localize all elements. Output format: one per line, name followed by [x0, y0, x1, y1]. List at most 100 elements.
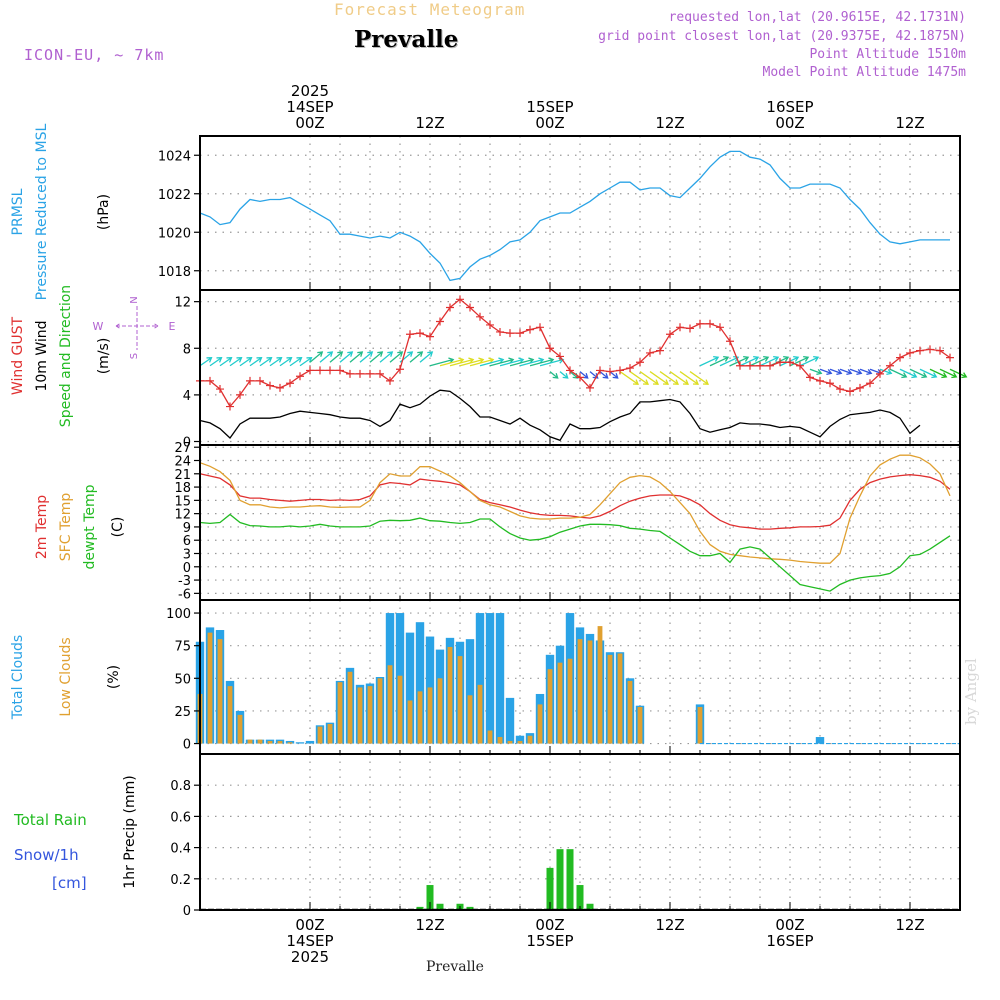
wind-arrow-head: [773, 356, 780, 362]
wind-arrow-head: [367, 351, 374, 357]
wind-arrow-head: [417, 351, 424, 357]
gust-point: [906, 348, 914, 357]
y-tick-label: 27: [174, 441, 191, 456]
wind-arrow-head: [246, 357, 253, 363]
grid-point-coords: grid point closest lon,lat (20.9375E, 42…: [598, 29, 966, 44]
wind-arrow: [889, 368, 907, 378]
precip-bar: [466, 906, 474, 910]
wind-arrow: [199, 357, 212, 367]
gust-point: [806, 373, 814, 382]
wind-arrow: [289, 357, 302, 367]
precip-bar: [556, 849, 564, 910]
y-tick-label: 0: [183, 436, 191, 451]
wind-arrow-head: [226, 357, 233, 363]
wind-arrow-head: [723, 356, 730, 362]
y-tick-label: 0: [183, 561, 191, 576]
cloud-bar-low: [317, 726, 323, 744]
cloud-bar-low: [237, 714, 243, 744]
wind-arrow: [679, 371, 699, 385]
wind-arrow-head: [612, 373, 619, 379]
gust-point: [626, 364, 634, 373]
y-tick-label: 1022: [158, 188, 191, 203]
wind-direction-arrows: [199, 351, 968, 385]
wind-arrow-head: [317, 351, 324, 357]
temp-sfc-line: [199, 454, 951, 564]
wind-arrow: [869, 368, 882, 374]
y-tick-label: -6: [178, 587, 191, 602]
wind-arrow-head: [632, 379, 640, 385]
wind-arrow: [549, 371, 559, 379]
model-altitude: Model Point Altitude 1475m: [762, 65, 967, 80]
axis-label: PRMSL: [10, 188, 26, 235]
cloud-bar-total: [415, 622, 425, 744]
axis-label: 10m Wind: [34, 320, 50, 391]
axis-label: Low Clouds: [58, 637, 74, 716]
precip-bar: [416, 906, 424, 910]
cloud-bar-low: [267, 740, 273, 744]
precip-bar: [586, 903, 594, 910]
wind-arrow: [359, 351, 373, 363]
cloud-bar-low: [217, 639, 223, 744]
pressure-axis-labels: PRMSL Pressure Reduced to MSL (hPa): [10, 123, 112, 300]
cloud-bar-low: [577, 639, 583, 744]
point-altitude: Point Altitude 1510m: [809, 47, 966, 62]
cloud-bar-low: [697, 707, 703, 744]
wind-arrow-head: [518, 357, 525, 364]
time-label: 00Z: [295, 114, 324, 132]
cloud-bar-low: [247, 739, 253, 744]
gust-point: [496, 327, 504, 336]
wind-y-ticks: 0 4 8 12: [174, 296, 200, 451]
gust-point: [776, 358, 784, 367]
time-label: 15SEP: [526, 98, 573, 116]
precip-legend-item: Snow/1h: [14, 846, 79, 864]
wind-arrow: [619, 371, 639, 385]
time-label: 12Z: [655, 916, 684, 934]
wind-arrow-head: [826, 368, 833, 376]
wind-arrow: [789, 356, 809, 367]
cloud-bar-low: [497, 737, 503, 744]
gust-point: [676, 323, 684, 332]
gust-point: [336, 366, 344, 375]
wind-arrow: [449, 358, 474, 367]
cloud-bar-low: [597, 626, 603, 744]
y-tick-label: 75: [174, 640, 191, 655]
gust-point: [556, 352, 564, 361]
y-tick-label: 3: [183, 548, 191, 563]
y-tick-label: 0.4: [170, 842, 191, 857]
wind-arrow-head: [397, 351, 404, 357]
axis-label: dewpt Temp: [82, 484, 98, 569]
wind-arrow: [469, 358, 494, 367]
wind-arrow-head: [498, 357, 505, 364]
time-label: 15SEP: [526, 932, 573, 950]
wind-arrow: [859, 368, 872, 374]
wind-arrow: [949, 368, 967, 378]
gust-point: [566, 366, 574, 375]
gust-point: [206, 376, 214, 385]
wind-arrow-head: [931, 372, 938, 379]
axis-label: (%): [106, 665, 122, 689]
footer-location: Prevalle: [426, 959, 484, 975]
gust-point: [786, 358, 794, 367]
cloud-bar-low: [257, 739, 263, 744]
y-tick-label: 1020: [158, 226, 191, 241]
cloud-bar-low: [357, 687, 363, 744]
wind-arrow: [659, 371, 679, 385]
y-tick-label: 12: [174, 296, 191, 311]
wind-arrow-head: [921, 372, 928, 379]
clouds-axis-labels: Total Clouds Low Clouds (%): [10, 635, 122, 720]
precip-legend: Total Rain Snow/1h [cm]: [13, 811, 87, 892]
wind-arrow: [739, 356, 759, 367]
wind-arrow-head: [357, 351, 364, 357]
gust-point: [476, 312, 484, 321]
cloud-bar-low: [387, 665, 393, 744]
precip-legend-item: Total Rain: [13, 811, 87, 829]
y-tick-label: 0.8: [170, 779, 191, 794]
gust-point: [506, 329, 514, 338]
gust-point: [716, 323, 724, 332]
time-label: 00Z: [535, 916, 564, 934]
wind-arrow: [699, 356, 719, 367]
wind-arrow: [879, 368, 892, 374]
wind-arrow-head: [468, 357, 475, 364]
